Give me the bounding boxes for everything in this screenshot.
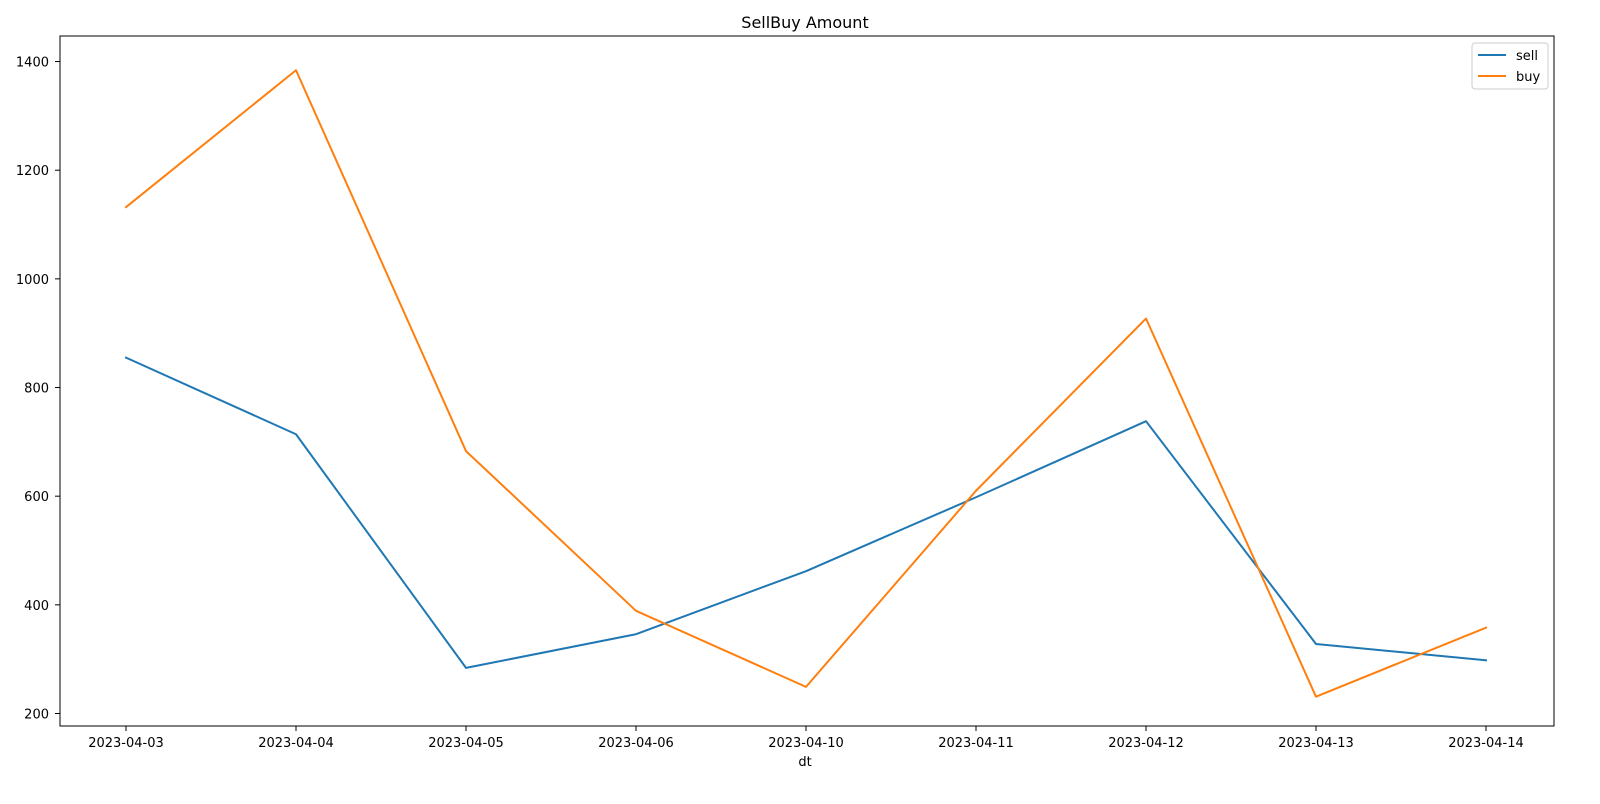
series-line-buy bbox=[124, 69, 1488, 698]
x-tick-label: 2023-04-14 bbox=[1448, 736, 1524, 751]
plot-area bbox=[59, 35, 1555, 727]
series-layer bbox=[124, 69, 1488, 698]
x-tick-label: 2023-04-06 bbox=[598, 736, 674, 751]
x-tick-label: 2023-04-12 bbox=[1108, 736, 1184, 751]
x-tick-label: 2023-04-04 bbox=[258, 736, 334, 751]
legend-label-buy: buy bbox=[1516, 70, 1540, 85]
y-tick-label: 800 bbox=[24, 382, 49, 397]
x-tick-label: 2023-04-03 bbox=[88, 736, 164, 751]
x-axis: 2023-04-03 2023-04-04 2023-04-05 2023-04-06… bbox=[88, 726, 1524, 751]
y-tick-label: 200 bbox=[24, 708, 49, 723]
y-tick-label: 400 bbox=[24, 599, 49, 614]
legend: sell buy bbox=[1471, 42, 1549, 90]
x-tick-label: 2023-04-10 bbox=[768, 736, 844, 751]
legend-label-sell: sell bbox=[1516, 49, 1538, 64]
x-tick-label: 2023-04-05 bbox=[428, 736, 504, 751]
x-tick-label: 2023-04-11 bbox=[938, 736, 1014, 751]
chart-title: SellBuy Amount bbox=[741, 13, 868, 32]
y-axis: 200 400 600 800 1000 1200 1400 bbox=[16, 56, 60, 723]
x-axis-label: dt bbox=[798, 755, 811, 770]
y-tick-label: 600 bbox=[24, 490, 49, 505]
x-tick-label: 2023-04-13 bbox=[1278, 736, 1354, 751]
y-tick-label: 1400 bbox=[16, 56, 49, 71]
y-tick-label: 1200 bbox=[16, 164, 49, 179]
y-tick-label: 1000 bbox=[16, 273, 49, 288]
